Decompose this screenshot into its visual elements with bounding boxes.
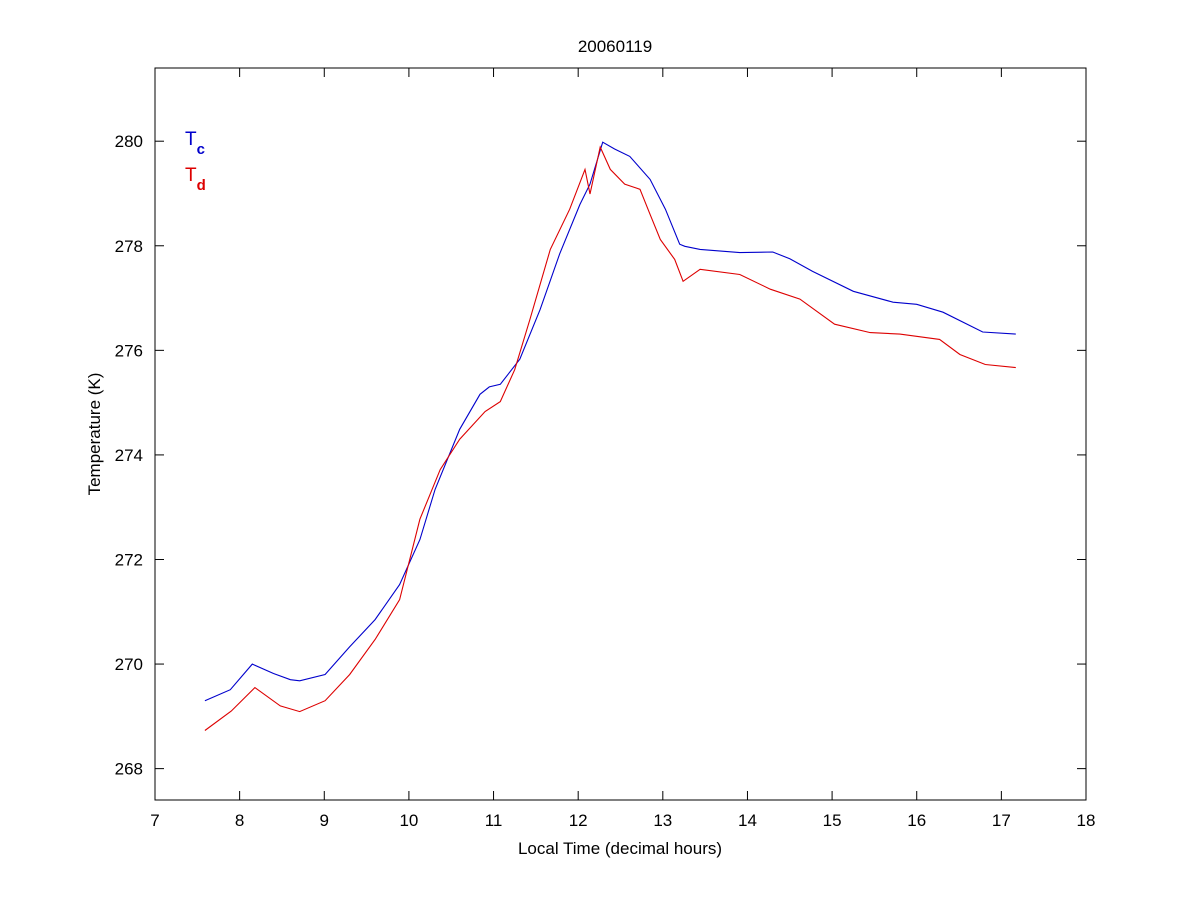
x-tick-label: 16 [907,811,926,830]
x-tick-label: 8 [235,811,244,830]
y-tick-label: 270 [115,655,143,674]
x-tick-label: 10 [399,811,418,830]
x-tick-label: 9 [320,811,329,830]
x-tick-label: 15 [823,811,842,830]
y-tick-label: 280 [115,132,143,151]
series-line-td [204,145,1016,731]
y-axis-label: Temperature (K) [85,373,104,496]
legend-td: Td [185,165,206,194]
x-axis-label: Local Time (decimal hours) [518,839,722,858]
y-tick-label: 274 [115,446,143,465]
x-tick-label: 14 [738,811,757,830]
legend-tc-main: T [185,129,197,150]
x-tick-label: 11 [485,811,503,830]
legend-td-main: T [185,165,197,186]
x-tick-label: 18 [1077,811,1096,830]
x-tick-label: 17 [992,811,1011,830]
legend-td-sub: d [197,177,206,194]
x-tick-label: 13 [653,811,672,830]
plot-area [154,67,1087,801]
y-tick-label: 272 [115,550,143,569]
y-tick-label: 278 [115,237,143,256]
x-tick-label: 7 [150,811,159,830]
legend-tc-sub: c [197,141,205,158]
y-tick-label: 268 [115,760,143,779]
legend-tc: Tc [185,129,205,158]
chart-title: 20060119 [578,37,652,56]
legend: Tc Td [185,129,206,194]
series-line-tc [204,141,1016,702]
y-tick-label: 276 [115,341,143,360]
x-tick-label: 12 [569,811,588,830]
